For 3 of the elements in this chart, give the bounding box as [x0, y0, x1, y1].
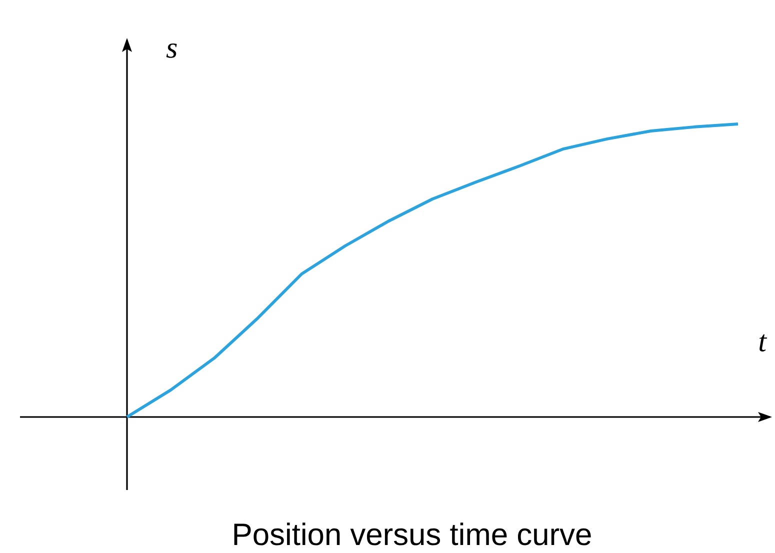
y-axis-title: s [166, 44, 177, 58]
text: Position versus time curve [234, 522, 591, 546]
x-axis-title: t [759, 334, 768, 352]
